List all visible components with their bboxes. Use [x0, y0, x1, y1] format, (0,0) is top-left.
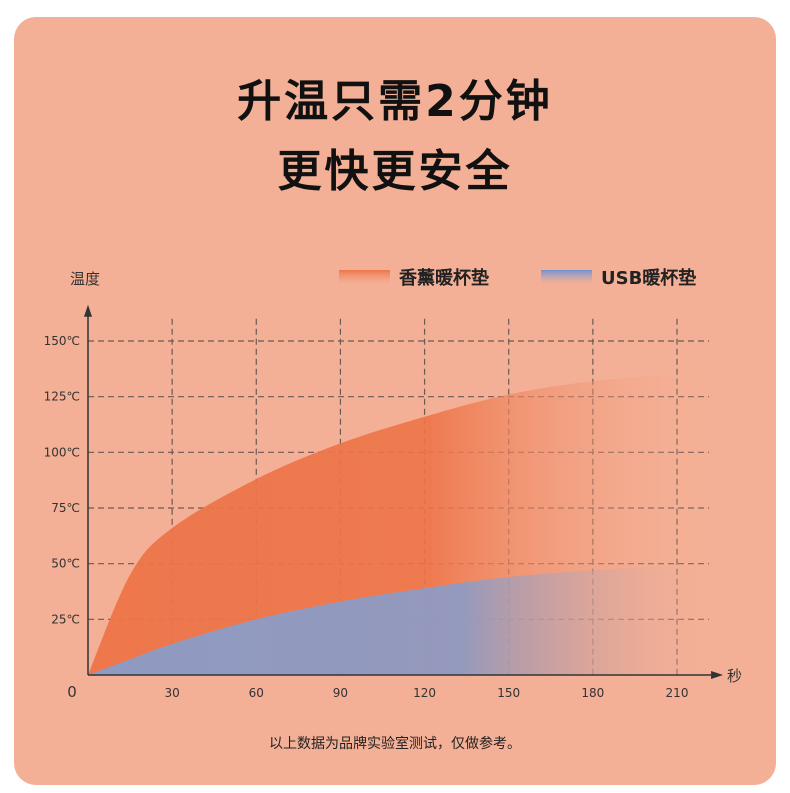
legend-swatch-aroma — [339, 270, 390, 285]
legend-label: 香薰暖杯垫 — [398, 267, 489, 289]
series-areas — [88, 373, 711, 675]
x-tick-label: 120 — [413, 686, 436, 700]
y-tick-label: 25℃ — [51, 612, 80, 626]
headline-line-2: 更快更安全 — [277, 146, 513, 197]
headline-line-1: 升温只需2分钟 — [237, 76, 553, 127]
x-axis-label: 秒 — [727, 667, 742, 685]
x-tick-label: 180 — [581, 686, 604, 700]
x-tick-label: 90 — [333, 686, 348, 700]
x-tick-label: 150 — [497, 686, 520, 700]
axes — [84, 304, 724, 679]
y-axis-label: 温度 — [70, 270, 100, 288]
tick-labels: 25℃ 50℃ 75℃ 100℃ 125℃ 150℃ 30 60 90 120 150 180 210 温… — [44, 270, 742, 701]
y-tick-label: 75℃ — [51, 501, 80, 515]
legend-swatch-usb — [541, 270, 592, 285]
legend-label: USB暖杯垫 — [601, 267, 696, 289]
y-tick-label: 125℃ — [44, 390, 80, 404]
origin-label: 0 — [67, 683, 77, 701]
x-tick-label: 30 — [165, 686, 180, 700]
y-tick-label: 100℃ — [44, 445, 80, 459]
x-axis-arrow — [711, 671, 724, 679]
y-axis-arrow — [84, 304, 92, 317]
x-tick-label: 60 — [249, 686, 264, 700]
y-tick-label: 150℃ — [44, 334, 80, 348]
legend: 香薰暖杯垫 USB暖杯垫 — [339, 267, 696, 289]
footnote: 以上数据为品牌实验室测试，仅做参考。 — [269, 736, 521, 752]
x-tick-label: 210 — [666, 686, 689, 700]
series-area-usb — [88, 565, 711, 675]
y-tick-label: 50℃ — [51, 557, 80, 571]
